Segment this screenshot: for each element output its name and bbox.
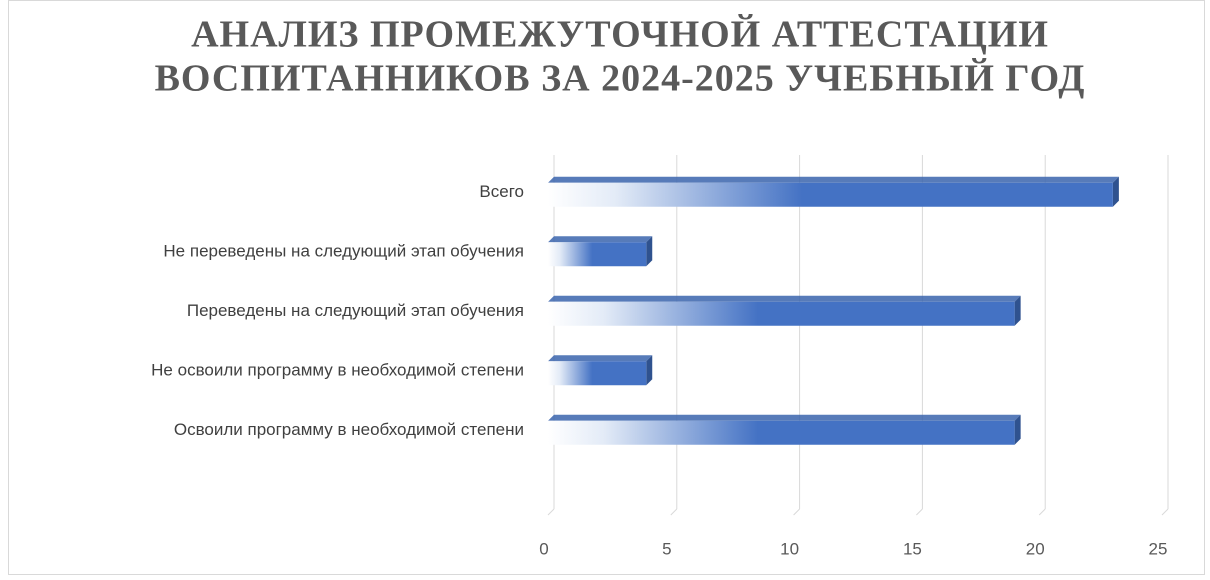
bar-top [548,355,653,362]
bar [548,420,1015,445]
grid-line-foot [916,508,923,516]
bar-top [548,236,653,243]
bar-side [646,355,653,386]
bar-side [1112,176,1119,207]
category-label: Всего [479,182,524,201]
chart-border [8,0,1205,575]
x-tick-label: 10 [780,539,799,558]
grid-line-foot [1038,508,1046,516]
grid-line-foot [1161,508,1169,516]
category-label: Освоили программу в необходимой степени [174,420,524,439]
chart-title: ВОСПИТАННИКОВ ЗА 2024-2025 УЧЕБНЫЙ ГОД [155,58,1086,100]
chart-title: АНАЛИЗ ПРОМЕЖУТОЧНОЙ АТТЕСТАЦИИ [191,14,1049,56]
bar-side [1014,295,1021,326]
x-tick-label: 15 [903,539,922,558]
x-tick-label: 0 [539,539,548,558]
bar [548,242,647,267]
grid-line-foot [547,508,555,516]
grid-line-foot [793,508,800,516]
bar [548,182,1113,207]
category-label: Не освоили программу в необходимой степе… [151,361,524,380]
x-tick-label: 25 [1149,539,1168,558]
bar-side [1014,414,1021,445]
bar [548,361,647,386]
grid-line-foot [670,508,678,516]
x-tick-label: 20 [1026,539,1045,558]
category-label: Переведены на следующий этап обучения [187,301,524,320]
bar-top [548,295,1021,302]
bar-side [646,236,653,267]
bar [548,301,1015,326]
bar-top [548,176,1119,183]
category-label: Не переведены на следующий этап обучения [163,242,524,261]
x-tick-label: 5 [662,539,671,558]
bar-top [548,414,1021,421]
